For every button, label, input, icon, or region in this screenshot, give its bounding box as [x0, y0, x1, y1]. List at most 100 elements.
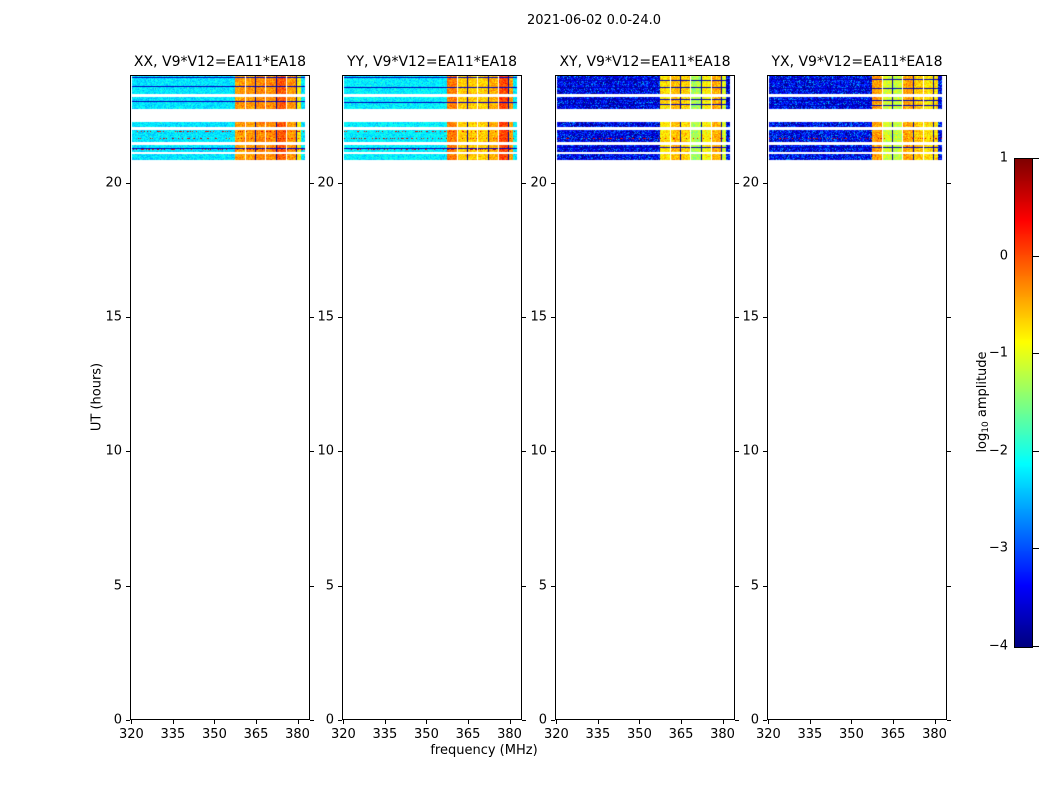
x-tick-label: 320: [755, 727, 781, 742]
y-tick-mark: [338, 451, 342, 453]
colorbar-tick-label: −1: [988, 345, 1008, 361]
y-tick-mark: [522, 182, 526, 184]
colorbar-label-amplitude: amplitude: [975, 351, 990, 422]
y-tick-mark: [947, 585, 951, 587]
y-tick-label: 10: [530, 443, 547, 459]
y-tick-mark: [338, 720, 342, 721]
x-tick-mark: [214, 720, 216, 724]
x-tick-label: 335: [585, 727, 611, 742]
x-tick-mark: [722, 720, 724, 724]
spectrogram-panel-xy: [555, 75, 735, 720]
x-tick-label: 365: [455, 727, 481, 742]
y-tick-mark: [126, 585, 130, 587]
x-tick-mark: [256, 720, 257, 724]
colorbar-tick-label: −4: [988, 638, 1008, 654]
x-tick-label: 320: [330, 727, 356, 742]
spectrogram-canvas: [343, 76, 521, 719]
y-tick-mark: [551, 720, 555, 721]
y-tick-mark: [947, 316, 951, 318]
y-tick-mark: [551, 316, 555, 318]
colorbar-tick-label: −3: [988, 540, 1008, 556]
panel-title: XX, V9*V12=EA11*EA18: [133, 54, 307, 70]
x-tick-label: 380: [285, 727, 310, 742]
colorbar-tick-mark: [1033, 646, 1039, 647]
y-tick-label: 10: [742, 443, 759, 459]
y-tick-mark: [310, 182, 314, 184]
colorbar-label-sub: 10: [981, 421, 991, 433]
x-tick-mark: [384, 720, 386, 724]
y-tick-mark: [310, 316, 314, 318]
y-tick-label: 0: [538, 712, 547, 728]
colorbar-label: log10 amplitude: [975, 351, 991, 452]
y-tick-mark: [947, 451, 951, 453]
y-tick-label: 20: [105, 175, 122, 190]
x-tick-label: 365: [880, 727, 906, 742]
x-tick-label: 380: [922, 727, 947, 742]
y-tick-mark: [735, 585, 739, 587]
y-tick-mark: [522, 316, 526, 318]
colorbar-tick-mark: [1033, 353, 1039, 355]
y-tick-label: 5: [538, 578, 547, 594]
x-tick-label: 320: [543, 727, 569, 742]
panel-title: YY, V9*V12=EA11*EA18: [346, 54, 518, 70]
y-tick-label: 15: [105, 309, 122, 325]
x-tick-mark: [556, 720, 558, 724]
y-tick-mark: [947, 720, 951, 721]
y-tick-mark: [126, 451, 130, 453]
x-tick-mark: [681, 720, 682, 724]
panel-title: YX, V9*V12=EA11*EA18: [771, 54, 943, 70]
y-tick-mark: [551, 451, 555, 453]
x-tick-label: 320: [118, 727, 144, 742]
y-tick-mark: [126, 182, 130, 184]
y-tick-label: 0: [113, 712, 122, 728]
x-tick-label: 365: [668, 727, 694, 742]
x-tick-label: 350: [202, 727, 227, 742]
y-tick-label: 20: [742, 175, 759, 190]
colorbar-tick-label: −2: [988, 443, 1008, 459]
y-tick-mark: [126, 316, 130, 318]
x-tick-mark: [131, 720, 133, 724]
x-tick-label: 335: [372, 727, 398, 742]
y-tick-mark: [310, 720, 314, 721]
x-tick-label: 335: [160, 727, 186, 742]
panel-title: XY, V9*V12=EA11*EA18: [559, 54, 731, 70]
x-tick-label: 350: [627, 727, 652, 742]
y-tick-mark: [735, 451, 739, 453]
spectrogram-panel-yx: [767, 75, 947, 720]
y-axis-label: UT (hours): [89, 362, 105, 432]
colorbar-tick-mark: [1033, 450, 1039, 452]
colorbar: [1014, 158, 1033, 648]
y-tick-label: 5: [113, 578, 122, 594]
y-tick-mark: [763, 720, 767, 721]
spectrogram-panel-xx: [130, 75, 310, 720]
y-tick-mark: [338, 585, 342, 587]
y-tick-mark: [763, 316, 767, 318]
colorbar-tick-label: 1: [999, 150, 1008, 166]
colorbar-tick-mark: [1033, 158, 1039, 159]
x-tick-label: 350: [839, 727, 864, 742]
y-tick-label: 0: [750, 712, 759, 728]
y-tick-mark: [126, 720, 130, 721]
x-tick-label: 380: [497, 727, 522, 742]
y-tick-mark: [310, 451, 314, 453]
x-tick-mark: [597, 720, 599, 724]
y-tick-mark: [522, 720, 526, 721]
y-tick-label: 15: [530, 309, 547, 325]
y-tick-mark: [735, 720, 739, 721]
y-tick-mark: [522, 451, 526, 453]
colorbar-tick-mark: [1033, 255, 1039, 257]
y-tick-label: 5: [750, 578, 759, 594]
y-tick-mark: [338, 182, 342, 184]
x-tick-mark: [172, 720, 174, 724]
y-tick-mark: [338, 316, 342, 318]
colorbar-tick-mark: [1033, 548, 1039, 550]
y-tick-mark: [551, 585, 555, 587]
y-tick-label: 20: [317, 175, 334, 190]
x-tick-label: 335: [797, 727, 823, 742]
x-axis-label: frequency (MHz): [430, 743, 538, 758]
spectrogram-canvas: [556, 76, 734, 719]
x-tick-mark: [509, 720, 511, 724]
x-tick-mark: [426, 720, 428, 724]
y-tick-mark: [735, 182, 739, 184]
